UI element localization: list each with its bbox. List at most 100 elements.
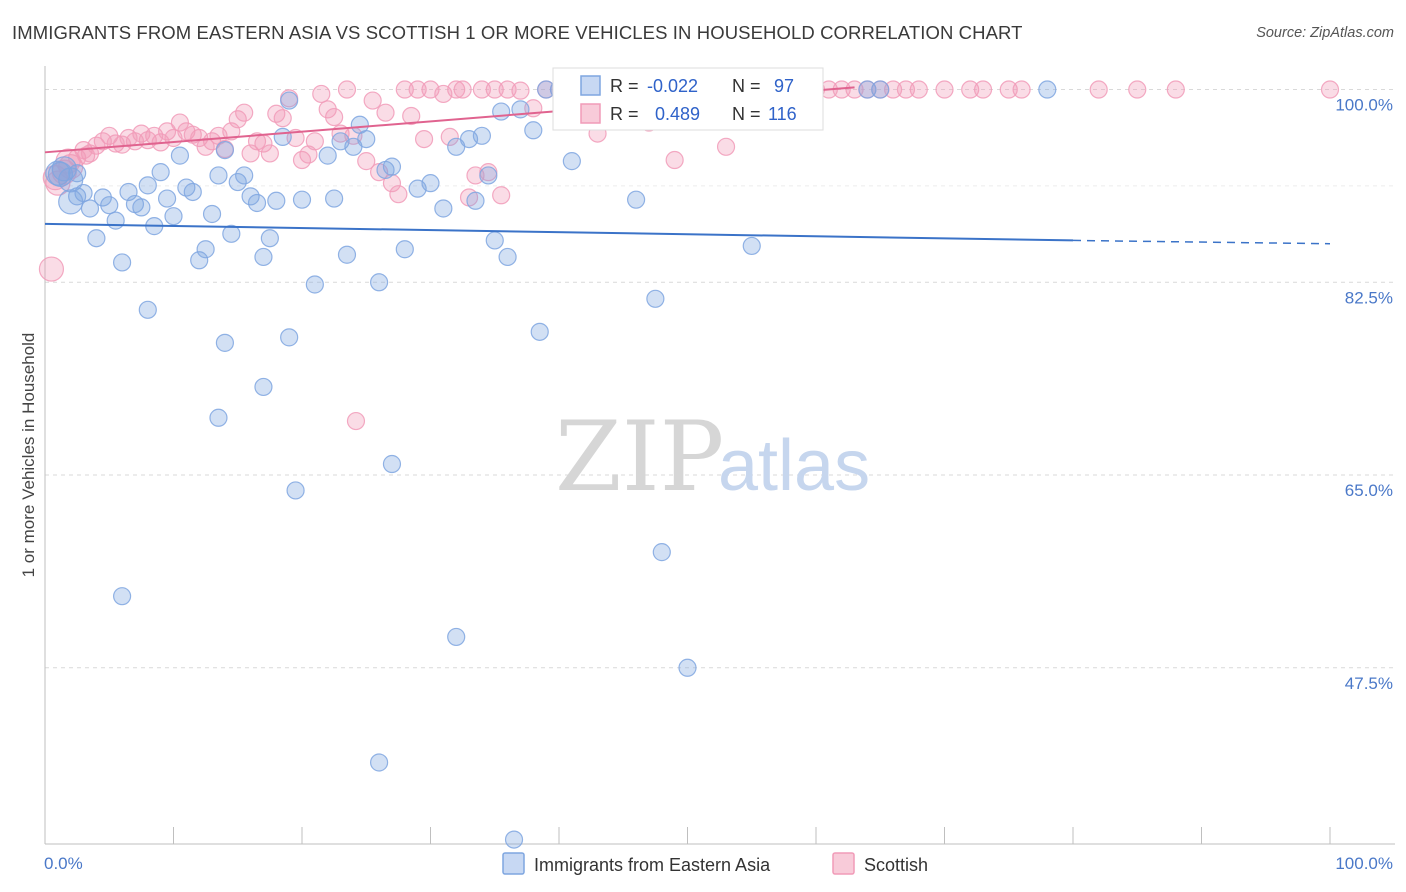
scottish-point	[389, 185, 408, 204]
stats-pink-swatch	[580, 103, 601, 124]
source-credit: Source: ZipAtlas.com	[1256, 25, 1394, 41]
legend-blue-label: Immigrants from Eastern Asia	[534, 855, 771, 875]
eastern-asia-point	[292, 190, 312, 209]
scottish-point	[337, 80, 357, 99]
eastern-asia-point	[100, 196, 119, 215]
stats-pink-n-value: 116	[768, 104, 797, 124]
eastern-asia-point	[228, 172, 247, 192]
scottish-point	[961, 80, 980, 99]
scottish-point	[157, 122, 177, 141]
eastern-asia-point	[498, 247, 517, 267]
scottish-point	[498, 80, 517, 99]
eastern-asia-point	[742, 236, 761, 256]
scottish-point	[716, 137, 736, 156]
eastern-asia-point	[479, 166, 498, 185]
eastern-asia-point	[68, 164, 87, 183]
eastern-asia-point	[235, 166, 254, 185]
stats-blue-n-value: 97	[774, 76, 794, 96]
scottish-point	[38, 256, 65, 282]
eastern-asia-point	[247, 193, 267, 213]
eastern-asia-point	[382, 454, 402, 474]
eastern-asia-point	[524, 121, 543, 140]
scottish-point	[909, 80, 928, 99]
watermark-atlas: atlas	[718, 426, 870, 506]
eastern-asia-point	[273, 127, 292, 146]
eastern-asia-point	[215, 141, 234, 160]
eastern-asia-point	[485, 231, 504, 250]
watermark-zip: ZIP	[555, 401, 724, 513]
eastern-asia-point	[858, 80, 877, 99]
scottish-point	[325, 107, 344, 127]
eastern-asia-point	[562, 152, 581, 171]
eastern-asia-point	[260, 229, 279, 248]
eastern-asia-point	[47, 161, 74, 187]
stats-blue-n-label: N =	[732, 76, 761, 96]
eastern-asia-point	[357, 129, 376, 149]
scottish-point	[453, 80, 472, 99]
eastern-asia-point	[447, 627, 466, 647]
eastern-asia-point	[678, 658, 697, 677]
scottish-point	[1012, 80, 1031, 99]
eastern-asia-point	[196, 240, 215, 259]
scottish-point	[440, 127, 459, 146]
scottish-point	[883, 80, 903, 99]
eastern-asia-point	[183, 182, 202, 202]
y-axis-label: 1 or more Vehicles in Household	[19, 333, 38, 578]
scottish-point	[402, 106, 421, 126]
axes	[44, 66, 1395, 845]
scottish-point	[485, 80, 504, 99]
scottish-point	[1089, 80, 1108, 99]
eastern-asia-point	[318, 146, 337, 165]
eastern-asia-point	[434, 199, 453, 218]
eastern-asia-point	[492, 102, 511, 121]
scottish-point	[999, 80, 1018, 99]
eastern-asia-points	[45, 80, 1057, 849]
scottish-point	[973, 80, 993, 99]
eastern-asia-point	[395, 240, 414, 259]
eastern-asia-point	[267, 191, 286, 210]
eastern-asia-point	[157, 189, 177, 208]
eastern-asia-point	[652, 543, 671, 562]
eastern-asia-point	[80, 199, 100, 218]
x-tick-label: 0.0%	[44, 854, 83, 873]
eastern-asia-point	[325, 189, 344, 208]
eastern-asia-point	[202, 204, 222, 224]
scottish-point	[228, 110, 247, 129]
y-tick-label: 82.5%	[1345, 288, 1393, 307]
scottish-point	[1128, 80, 1147, 99]
eastern-asia-point	[106, 211, 125, 230]
watermark: ZIP atlas	[555, 401, 870, 513]
eastern-asia-point	[209, 408, 228, 427]
eastern-asia-point	[74, 183, 93, 203]
eastern-asia-point	[164, 207, 183, 226]
scottish-points	[38, 80, 1340, 431]
eastern-asia-point	[215, 333, 234, 352]
eastern-asia-point	[254, 377, 273, 397]
scottish-point	[1320, 80, 1340, 99]
chart-title: IMMIGRANTS FROM EASTERN ASIA VS SCOTTISH…	[12, 22, 1023, 43]
scottish-point	[312, 84, 331, 104]
scottish-point	[665, 150, 684, 170]
y-tick-label: 47.5%	[1345, 674, 1393, 693]
y-tick-label: 65.0%	[1345, 481, 1393, 500]
legend-blue-swatch	[502, 852, 525, 875]
stats-box: R = -0.022 N = 97 R = 0.489 N = 116	[552, 67, 824, 131]
scottish-point	[492, 186, 511, 205]
scottish-point	[77, 146, 96, 165]
legend-pink-label: Scottish	[864, 855, 928, 875]
eastern-asia-point	[370, 273, 389, 292]
stats-blue-r-label: R =	[610, 76, 639, 96]
scottish-point	[305, 132, 324, 151]
stats-pink-r-value: 0.489	[655, 104, 700, 124]
legend-pink-swatch	[832, 852, 855, 875]
scottish-point	[346, 411, 366, 431]
eastern-asia-point	[421, 174, 440, 193]
eastern-asia-point	[87, 229, 106, 248]
scottish-point	[408, 80, 427, 99]
eastern-asia-point	[472, 126, 491, 145]
tick-labels: 100.0% 82.5% 65.0% 47.5% 0.0% 100.0%	[44, 96, 1393, 873]
scottish-point	[260, 144, 279, 163]
scottish-point	[414, 129, 434, 149]
eastern-asia-point	[112, 253, 132, 272]
eastern-asia-trend-extension	[1072, 239, 1331, 245]
